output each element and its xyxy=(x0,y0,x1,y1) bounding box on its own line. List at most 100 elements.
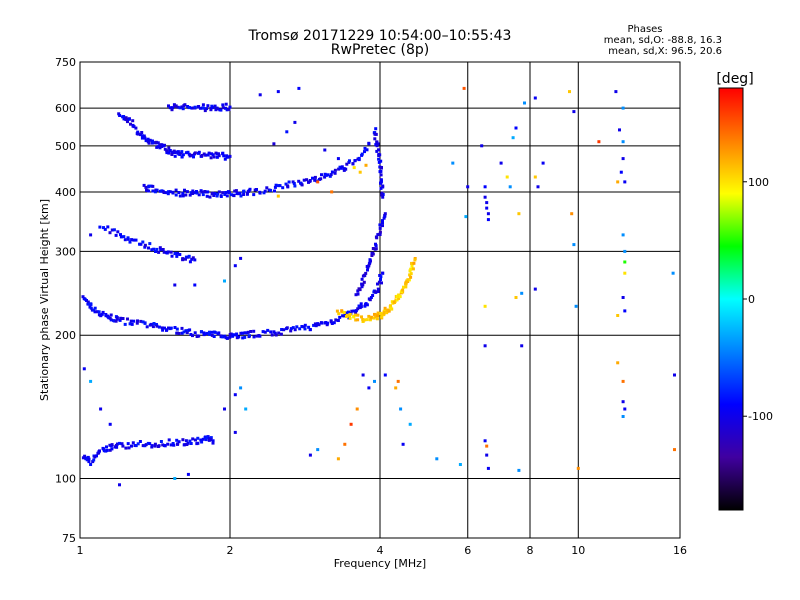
echo-point xyxy=(337,312,341,316)
echo-point xyxy=(337,167,341,171)
echo-point xyxy=(241,331,245,335)
echo-point xyxy=(151,325,155,329)
echo-point xyxy=(381,193,385,196)
echo-point xyxy=(621,233,625,237)
echo-point xyxy=(195,335,199,338)
echo-point xyxy=(570,212,574,216)
echo-point xyxy=(375,140,379,144)
echo-point xyxy=(182,330,186,334)
echo-point xyxy=(153,444,157,448)
echo-point xyxy=(140,136,144,140)
echo-point xyxy=(167,151,171,155)
echo-point xyxy=(212,194,216,197)
echo-point xyxy=(371,247,375,250)
echo-point xyxy=(302,178,306,182)
echo-point xyxy=(623,271,627,275)
echo-point xyxy=(246,190,250,193)
echo-point xyxy=(347,160,351,164)
echo-point xyxy=(124,116,128,120)
echo-point xyxy=(216,107,220,111)
echo-point xyxy=(156,141,160,145)
echo-point xyxy=(180,105,184,109)
echo-point xyxy=(187,152,191,156)
echo-point xyxy=(273,331,277,335)
echo-point xyxy=(333,171,337,175)
echo-point xyxy=(169,250,173,254)
echo-point xyxy=(352,315,356,319)
echo-point xyxy=(85,299,88,302)
echo-point xyxy=(179,151,183,155)
x-tick-label: 8 xyxy=(527,544,534,557)
echo-point xyxy=(173,477,177,480)
echo-point xyxy=(136,319,139,323)
echo-point xyxy=(93,306,97,310)
echo-point xyxy=(241,336,245,340)
echo-point xyxy=(374,247,378,251)
echo-point xyxy=(291,180,295,184)
echo-point xyxy=(239,386,243,390)
echo-point xyxy=(353,313,357,317)
echo-point xyxy=(514,296,518,299)
colorbar-ticks: 100 0 -100 xyxy=(743,176,773,423)
echo-point xyxy=(181,107,185,111)
echo-point xyxy=(166,192,170,196)
echo-point xyxy=(274,183,278,187)
echo-point xyxy=(243,335,247,339)
echo-point xyxy=(118,483,121,487)
echo-point xyxy=(209,156,213,160)
echo-point xyxy=(380,312,384,316)
echo-point xyxy=(229,193,233,197)
echo-point xyxy=(381,195,385,199)
echo-point xyxy=(344,167,348,171)
echo-point xyxy=(239,194,243,198)
colorbar-tick-label: 100 xyxy=(748,176,769,189)
echo-point xyxy=(485,444,489,448)
echo-point xyxy=(214,108,218,112)
echo-point xyxy=(191,334,194,338)
echo-point xyxy=(409,272,413,276)
echo-point xyxy=(293,328,297,332)
echo-point xyxy=(483,195,487,199)
echo-point xyxy=(208,330,211,334)
echo-point xyxy=(514,126,518,130)
echo-point xyxy=(401,442,405,446)
echo-point xyxy=(380,281,383,285)
echo-point xyxy=(195,190,198,193)
echo-point xyxy=(517,212,521,216)
echo-point xyxy=(227,191,231,195)
echo-point xyxy=(621,296,625,299)
echo-point xyxy=(99,407,103,411)
echo-point xyxy=(155,324,159,328)
echo-point xyxy=(184,329,188,333)
echo-point xyxy=(177,191,181,194)
echo-point xyxy=(303,323,307,327)
echo-point xyxy=(210,333,214,337)
echo-point xyxy=(83,454,87,458)
echo-point xyxy=(181,438,185,442)
echo-point xyxy=(231,334,235,338)
echo-point xyxy=(170,254,174,258)
echo-point xyxy=(313,178,317,182)
echo-point xyxy=(192,155,195,159)
echo-point xyxy=(144,443,148,447)
echo-point xyxy=(165,328,168,332)
echo-point xyxy=(123,322,127,326)
echo-point xyxy=(178,194,182,198)
echo-point xyxy=(281,186,285,190)
echo-point xyxy=(378,226,382,230)
echo-point xyxy=(208,333,212,336)
echo-point xyxy=(188,439,192,443)
echo-point xyxy=(233,189,237,193)
echo-point xyxy=(110,447,114,451)
echo-point xyxy=(298,327,302,331)
echo-point xyxy=(228,333,232,336)
y-tick-label: 75 xyxy=(62,532,76,545)
echo-point xyxy=(190,106,194,110)
echo-point xyxy=(175,438,179,442)
echo-point xyxy=(145,189,148,192)
echo-point xyxy=(235,332,239,336)
echo-point xyxy=(224,102,228,106)
echo-point xyxy=(173,283,177,287)
echo-point xyxy=(255,188,258,191)
echo-point xyxy=(406,278,410,282)
